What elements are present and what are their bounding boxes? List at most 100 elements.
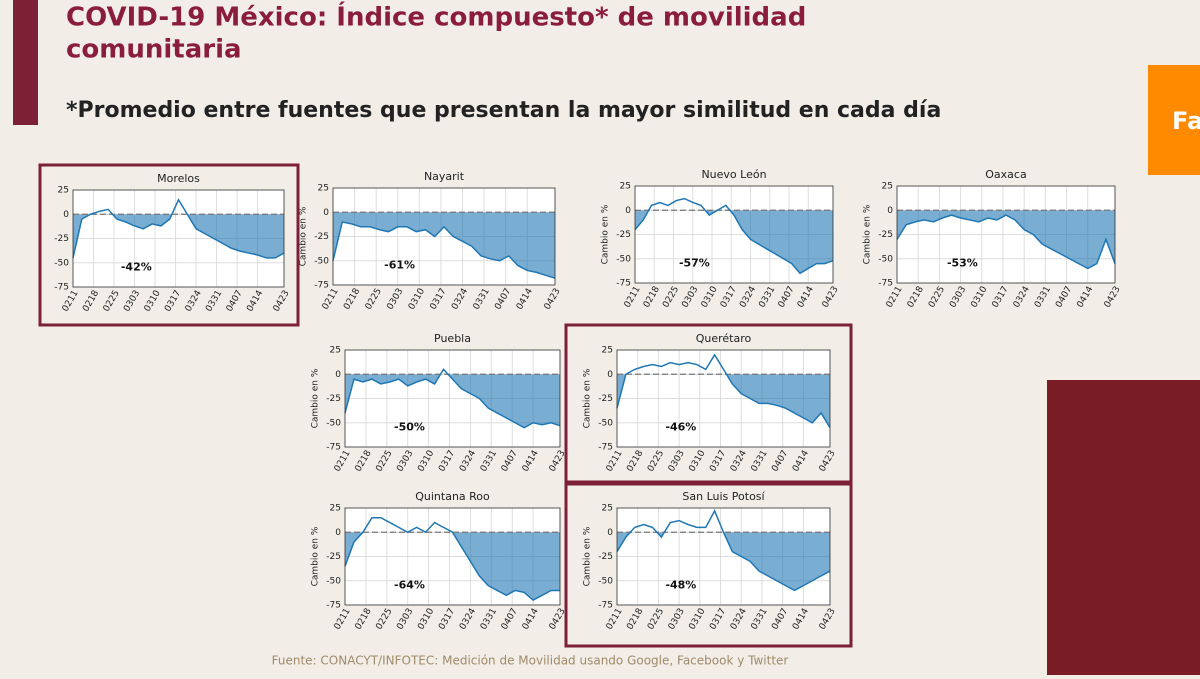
- x-tick-label: 0303: [395, 449, 415, 474]
- y-axis-label: Cambio en %: [299, 206, 309, 266]
- annotation: -42%: [121, 261, 152, 274]
- x-tick-label: 0331: [757, 285, 777, 310]
- x-tick-label: 0407: [777, 285, 797, 310]
- plot-frame: [896, 185, 1116, 284]
- x-tick-label: 0414: [521, 607, 541, 632]
- annotation: -48%: [665, 579, 696, 592]
- y-tick-label: -50: [326, 576, 341, 586]
- x-tick-label: 0324: [738, 285, 758, 310]
- y-tick-label: 0: [887, 206, 893, 216]
- line: [896, 214, 1116, 270]
- y-axis-label: Cambio en %: [311, 368, 321, 428]
- x-tick-label: 0324: [729, 607, 749, 632]
- x-tick-label: 0331: [1033, 285, 1053, 310]
- y-tick-label: 0: [323, 208, 329, 218]
- area: [897, 210, 1115, 269]
- x-tick-label: 0310: [969, 285, 989, 310]
- y-tick-label: -50: [616, 254, 631, 264]
- x-tick-label: 0225: [102, 289, 122, 314]
- annotation: -53%: [947, 257, 978, 270]
- y-tick-label: -25: [54, 234, 69, 244]
- line: [332, 221, 556, 279]
- side-tab-label: Fa: [1172, 107, 1200, 135]
- line: [616, 353, 831, 428]
- x-tick-label: 0310: [407, 287, 427, 312]
- x-tick-label: 0218: [625, 449, 645, 474]
- side-tab: [1148, 65, 1200, 175]
- x-tick-label: 0218: [642, 285, 662, 310]
- y-tick-label: -75: [54, 283, 69, 293]
- x-tick-label: 0303: [667, 607, 687, 632]
- x-tick-label: 0324: [458, 449, 478, 474]
- chart-title: Nuevo León: [701, 168, 766, 181]
- line: [616, 509, 831, 592]
- y-tick-label: 25: [602, 346, 613, 356]
- y-axis-label: Cambio en %: [311, 526, 321, 586]
- x-tick-label: 0414: [791, 449, 811, 474]
- y-tick-label: -50: [326, 418, 341, 428]
- y-tick-label: -25: [314, 232, 329, 242]
- y-tick-label: -50: [878, 254, 893, 264]
- y-tick-label: -50: [54, 258, 69, 268]
- highlight-box: [564, 482, 853, 648]
- line: [72, 198, 285, 259]
- y-tick-label: -25: [326, 394, 341, 404]
- annotation: -46%: [665, 421, 696, 434]
- plot-frame: [332, 187, 556, 286]
- y-tick-label: 25: [318, 184, 329, 194]
- x-tick-label: 0317: [708, 607, 728, 632]
- x-tick-label: 0324: [458, 607, 478, 632]
- x-tick-label: 0303: [948, 285, 968, 310]
- area: [333, 212, 555, 279]
- chart-title: Querétaro: [696, 332, 752, 345]
- y-tick-label: -25: [598, 394, 613, 404]
- x-tick-label: 0407: [1054, 285, 1074, 310]
- chart: San Luis Potosí Cambio en % 25 0 -25 -50 -75 02…: [564, 482, 853, 648]
- x-tick-label: 0423: [818, 607, 838, 632]
- y-tick-label: 25: [602, 504, 613, 514]
- plot-frame: [344, 349, 561, 448]
- area: [617, 532, 830, 591]
- area: [635, 210, 833, 274]
- annotation: -64%: [394, 579, 425, 592]
- y-tick-label: -75: [598, 443, 613, 453]
- chart-title: Nayarit: [424, 170, 465, 183]
- y-tick-label: -25: [598, 552, 613, 562]
- y-tick-label: -75: [326, 601, 341, 611]
- x-tick-label: 0225: [927, 285, 947, 310]
- x-tick-label: 0414: [245, 289, 265, 314]
- y-tick-label: -50: [314, 256, 329, 266]
- y-tick-label: -25: [878, 230, 893, 240]
- title: comunitaria: [66, 35, 242, 65]
- x-tick-label: 0414: [1075, 285, 1095, 310]
- x-tick-label: 0414: [515, 287, 535, 312]
- plot-frame: [72, 189, 285, 288]
- x-tick-label: 0407: [500, 449, 520, 474]
- x-tick-label: 0324: [1012, 285, 1032, 310]
- x-tick-label: 0310: [687, 607, 707, 632]
- line: [634, 197, 834, 275]
- y-tick-label: 25: [620, 182, 631, 192]
- x-tick-label: 0324: [450, 287, 470, 312]
- x-tick-label: 0310: [416, 607, 436, 632]
- x-tick-label: 0414: [521, 449, 541, 474]
- y-tick-label: 25: [330, 346, 341, 356]
- x-tick-label: 0423: [272, 289, 292, 314]
- accent-strip: [13, 0, 38, 125]
- area: [73, 214, 284, 258]
- x-tick-label: 0324: [184, 289, 204, 314]
- y-tick-label: -25: [616, 230, 631, 240]
- y-tick-label: 0: [607, 528, 613, 538]
- x-tick-label: 0218: [906, 285, 926, 310]
- chart-title: Morelos: [157, 172, 200, 185]
- annotation: -61%: [384, 259, 415, 272]
- x-tick-label: 0303: [395, 607, 415, 632]
- highlight-box: [564, 323, 853, 484]
- x-tick-label: 0218: [354, 449, 374, 474]
